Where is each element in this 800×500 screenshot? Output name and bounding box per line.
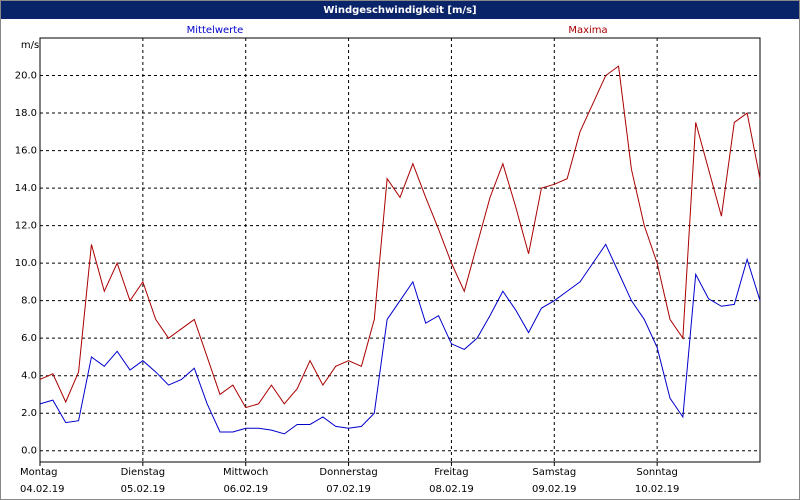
y-tick-label: 16.0 [15,146,37,157]
x-tick-label: Dienstag [121,467,166,478]
legend-entry: Maxima [568,25,607,36]
x-tick-label: Mittwoch [223,467,268,478]
x-tick-date: 04.02.19 [20,484,65,495]
x-tick-label: Freitag [434,467,468,478]
y-tick-label: 0.0 [21,446,37,457]
y-tick-label: 8.0 [21,296,37,307]
y-tick-label: 10.0 [15,258,37,269]
plot-frame [39,37,761,463]
series-line [39,243,761,435]
x-tick-label: Donnerstag [319,467,377,478]
x-tick-label: Sonntag [636,467,678,478]
y-tick-label: 20.0 [15,71,37,82]
legend-entry: Mittelwerte [187,25,244,36]
x-tick-date: 09.02.19 [532,484,577,495]
x-tick-label: Samstag [532,467,576,478]
y-tick-label: 12.0 [15,221,37,232]
x-tick-label: Montag [20,467,57,478]
x-tick-date: 08.02.19 [429,484,474,495]
title-bar [1,1,799,19]
x-tick-date: 06.02.19 [223,484,268,495]
x-tick-date: 05.02.19 [121,484,166,495]
y-tick-label: 18.0 [15,108,37,119]
x-tick-date: 10.02.19 [635,484,680,495]
x-tick-date: 07.02.19 [326,484,371,495]
y-tick-label: 14.0 [15,183,37,194]
y-tick-label: 2.0 [21,408,37,419]
series-line [39,65,761,409]
chart-title: Windgeschwindigkeit [m/s] [323,5,476,16]
y-tick-label: 4.0 [21,371,37,382]
y-axis-label: m/s [21,40,39,51]
y-tick-label: 6.0 [21,333,37,344]
